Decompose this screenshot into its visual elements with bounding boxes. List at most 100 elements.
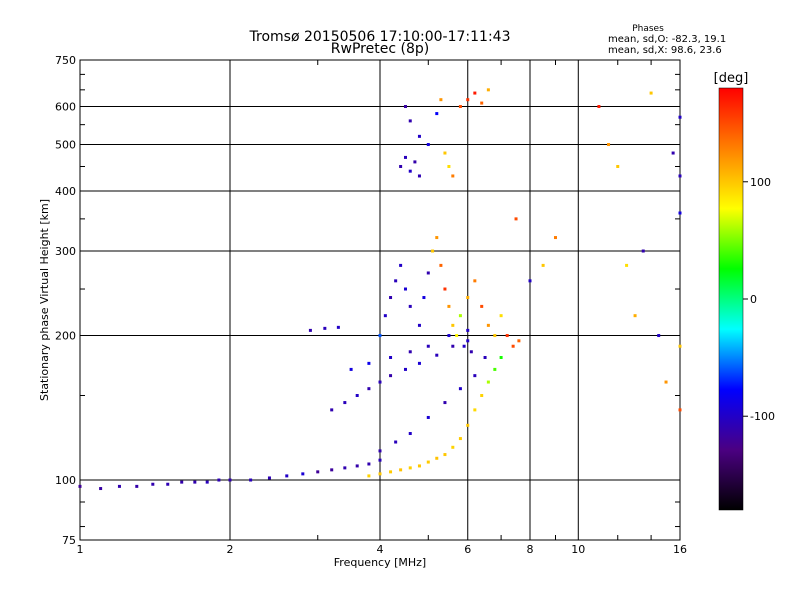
data-point [486, 323, 490, 327]
data-point [435, 236, 439, 240]
data-point [458, 387, 462, 391]
data-point [78, 484, 82, 488]
y-tick-labels: 75 100 200 300 400 500 600 750 [55, 54, 76, 547]
data-point [355, 394, 359, 398]
data-point [135, 484, 139, 488]
data-point [466, 339, 470, 343]
data-point [417, 174, 421, 178]
data-point [678, 344, 682, 348]
data-point [678, 174, 682, 178]
data-point [228, 478, 232, 482]
data-point [447, 164, 451, 168]
data-point [517, 339, 521, 343]
x-tick-label: 16 [673, 543, 687, 556]
data-point [439, 98, 443, 102]
data-point [616, 164, 620, 168]
data-point [499, 355, 503, 359]
data-point [455, 334, 459, 338]
data-point [431, 249, 435, 253]
data-point [678, 115, 682, 119]
data-point [408, 466, 412, 470]
y-tick-label: 100 [55, 474, 76, 487]
data-point [285, 474, 289, 478]
data-point [597, 105, 601, 109]
y-tick-label: 75 [62, 534, 76, 547]
data-point [528, 279, 532, 283]
data-point [426, 460, 430, 464]
data-point [435, 353, 439, 357]
data-point [541, 263, 545, 267]
data-point [399, 263, 403, 267]
data-point [417, 134, 421, 138]
data-point [451, 174, 455, 178]
y-tick-label: 750 [55, 54, 76, 67]
data-point [408, 304, 412, 308]
data-point [435, 456, 439, 460]
data-point [678, 408, 682, 412]
data-point [99, 487, 103, 491]
data-point [408, 350, 412, 354]
data-point [403, 367, 407, 371]
data-point [330, 468, 334, 472]
data-point [408, 119, 412, 123]
chart-subtitle: RwPretec (8p) [331, 41, 429, 57]
x-tick-label: 4 [377, 543, 384, 556]
data-point [511, 344, 515, 348]
data-point [514, 217, 518, 221]
data-point [151, 482, 155, 486]
data-point [378, 380, 382, 384]
data-point [389, 355, 393, 359]
data-point [378, 449, 382, 453]
data-points [78, 88, 682, 491]
data-point [394, 279, 398, 283]
data-point [473, 279, 477, 283]
data-point [403, 155, 407, 159]
data-point [343, 401, 347, 405]
data-point [499, 314, 503, 318]
data-point [664, 380, 668, 384]
data-point [355, 464, 359, 468]
data-point [607, 143, 611, 147]
data-point [399, 468, 403, 472]
data-point [394, 440, 398, 444]
data-point [641, 249, 645, 253]
data-point [301, 472, 305, 476]
data-point [466, 296, 470, 300]
data-point [193, 480, 197, 484]
data-point [480, 101, 484, 105]
data-point [447, 334, 451, 338]
data-point [378, 334, 382, 338]
data-point [466, 423, 470, 427]
data-point [426, 344, 430, 348]
data-point [426, 271, 430, 275]
data-point [378, 472, 382, 476]
data-point [466, 98, 470, 102]
data-point [343, 466, 347, 470]
data-point [469, 350, 473, 354]
x-tick-label: 2 [227, 543, 234, 556]
data-point [633, 314, 637, 318]
data-point [426, 415, 430, 419]
colorbar-tick-label: 100 [750, 176, 771, 189]
data-point [451, 323, 455, 327]
data-point [403, 105, 407, 109]
minor-ticks [80, 60, 680, 540]
x-axis-label: Frequency [MHz] [334, 556, 426, 569]
data-point [249, 478, 253, 482]
data-point [473, 91, 477, 95]
x-tick-labels: 1 2 4 6 8 10 16 [77, 543, 688, 556]
data-point [408, 169, 412, 173]
data-point [267, 476, 271, 480]
data-point [443, 453, 447, 457]
data-point [403, 287, 407, 291]
data-point [408, 432, 412, 436]
data-point [458, 437, 462, 441]
data-point [367, 474, 371, 478]
legend-line-x: mean, sd,X: 98.6, 23.6 [608, 45, 722, 56]
data-point [443, 401, 447, 405]
data-point [399, 164, 403, 168]
x-tick-label: 6 [464, 543, 471, 556]
data-point [330, 408, 334, 412]
x-tick-label: 8 [527, 543, 534, 556]
